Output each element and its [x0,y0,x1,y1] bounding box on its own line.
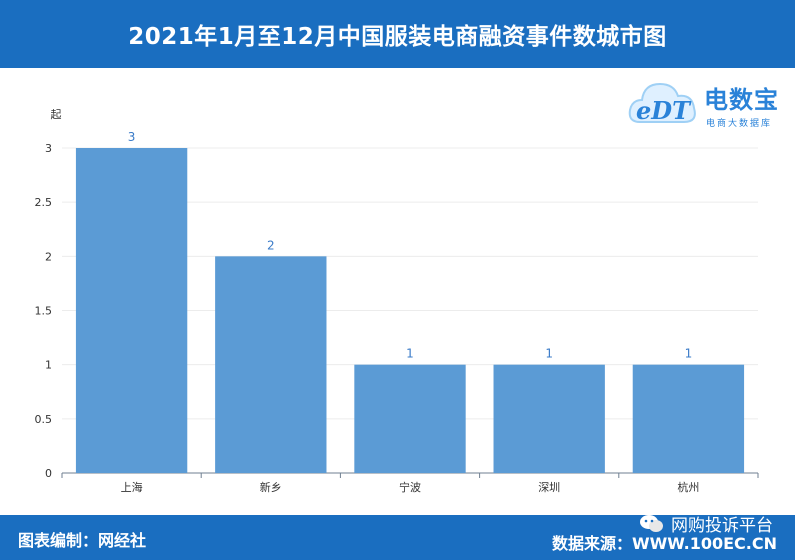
y-axis-label: 起 [51,108,62,121]
y-tick-label: 0 [45,467,52,480]
bar-chart: 起 0 0.5 1 1.5 2 2.5 3 3 上海 2 新乡 1 宁波 1 深圳 1 杭州 [35,108,759,494]
logo-brand: 电数宝 [704,86,779,114]
data-label: 1 [685,347,693,361]
data-label: 1 [406,347,414,361]
wechat-label: 网购投诉平台 [671,515,773,536]
cloud-icon [628,82,696,123]
y-tick-label: 2.5 [35,196,53,209]
data-label: 2 [267,238,275,252]
bar [632,364,745,473]
y-tick-label: 1.5 [35,305,53,318]
chart-area: 起 0 0.5 1 1.5 2 2.5 3 3 上海 2 新乡 1 宁波 1 深圳 1 杭州 [0,68,795,515]
y-tick-label: 0.5 [35,413,53,426]
bar [75,148,188,473]
data-label: 3 [128,130,136,144]
footer-editor: 图表编制：网经社 [18,531,147,550]
x-tick-label: 宁波 [399,480,421,494]
data-label: 1 [545,347,553,361]
x-tick-label: 新乡 [260,480,282,494]
wechat-icon [640,515,663,532]
x-tick-label: 深圳 [538,481,560,494]
y-tick-label: 2 [45,250,52,263]
logo-mark: eDT [636,96,690,125]
bar [493,364,605,473]
x-tick-label: 杭州 [677,480,699,494]
bar [354,364,466,473]
chart-title: 2021年1月至12月中国服装电商融资事件数城市图 [128,24,667,50]
bar [215,256,327,473]
x-tick-label: 上海 [121,480,143,494]
y-tick-label: 3 [45,142,52,155]
wechat-badge: 网购投诉平台 [639,510,773,536]
header-bar: 2021年1月至12月中国服装电商融资事件数城市图 [0,0,795,68]
logo-subtitle: 电商大数据库 [706,119,773,129]
y-tick-label: 1 [45,359,52,372]
edt-logo: eDT 电数宝 电商大数据库 [626,72,791,134]
footer-source: 数据来源：WWW.100EC.CN [551,534,777,553]
footer-bar: 图表编制：网经社 数据来源：WWW.100EC.CN [0,515,795,560]
